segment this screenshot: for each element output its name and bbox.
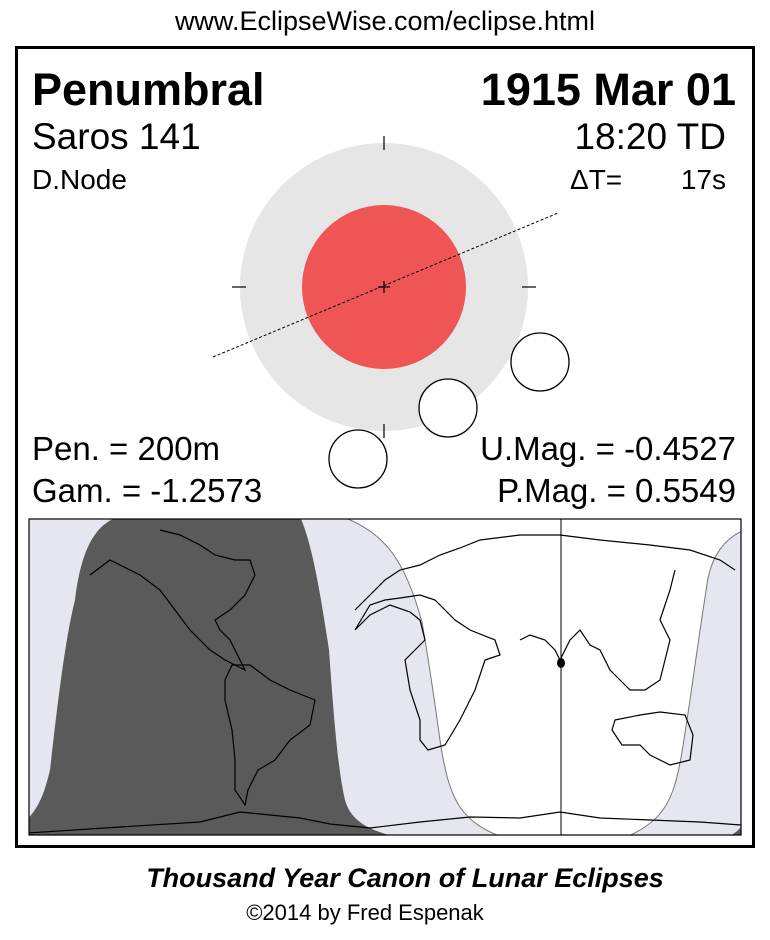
world-map <box>28 518 742 836</box>
eclipse-type: Penumbral <box>32 64 265 115</box>
axis-ticks <box>232 136 536 438</box>
penumbral-duration: Pen. = 200m <box>32 430 221 467</box>
night-umbral-zone <box>29 519 389 835</box>
night-zone-east-corner <box>731 826 741 835</box>
eclipse-time: 18:20 TD <box>574 116 726 157</box>
moon-path-line <box>212 212 559 358</box>
canon-title: Thousand Year Canon of Lunar Eclipses <box>146 863 664 893</box>
delta-t-label: ΔT= <box>570 164 623 195</box>
penumbral-zone-east <box>629 530 741 835</box>
coastlines <box>29 529 741 834</box>
umbral-magnitude: U.Mag. = -0.4527 <box>480 430 736 467</box>
source-url: www.EclipseWise.com/eclipse.html <box>174 6 596 36</box>
copyright: ©2014 by Fred Espenak <box>246 900 484 925</box>
penumbral-magnitude: P.Mag. = 0.5549 <box>497 472 736 509</box>
moon-position-greatest <box>418 378 478 438</box>
delta-t-value: 17s <box>680 164 726 195</box>
eclipse-panel-frame <box>15 46 755 848</box>
node: D.Node <box>32 164 127 195</box>
saros-number: Saros 141 <box>32 116 201 157</box>
moon-position-last <box>328 429 388 489</box>
eclipse-date: 1915 Mar 01 <box>480 64 736 115</box>
sub-lunar-point-marker <box>557 658 565 668</box>
moon-position-first <box>510 332 570 392</box>
gamma: Gam. = -1.2573 <box>32 472 263 509</box>
